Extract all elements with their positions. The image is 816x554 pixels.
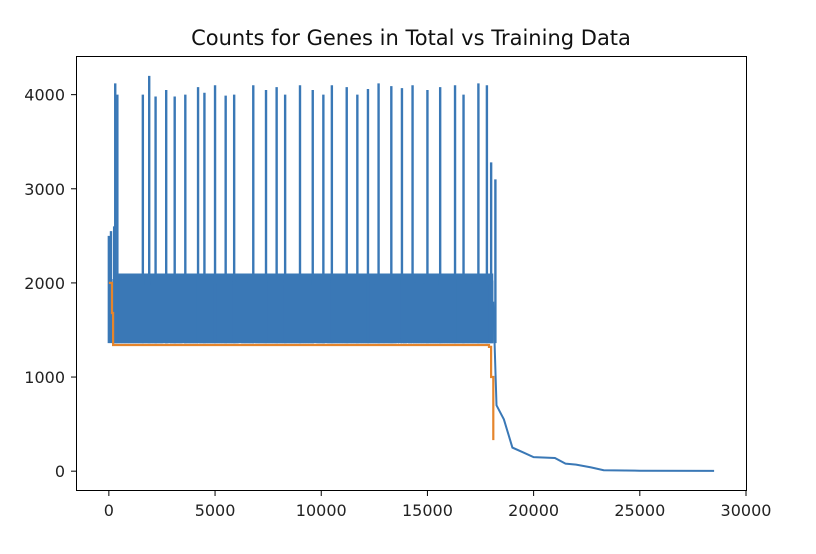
- series-1: [107, 75, 715, 472]
- y-tick-label: 2000: [24, 274, 65, 293]
- y-tick-label: 3000: [24, 180, 65, 199]
- y-tick-label: 4000: [24, 86, 65, 105]
- series-1-band-edge: [112, 273, 494, 344]
- x-tick-label: 5000: [195, 501, 236, 520]
- y-tick-label: 0: [55, 462, 65, 481]
- x-tick-label: 15000: [402, 501, 453, 520]
- y-axis: 0 1000 2000 3000 4000: [24, 86, 77, 481]
- series-2-line: [108, 281, 495, 441]
- x-tick-label: 10000: [296, 501, 347, 520]
- x-tick-label: 0: [104, 501, 114, 520]
- y-tick-label: 1000: [24, 368, 65, 387]
- series-1-tail: [492, 301, 715, 472]
- x-tick-label: 25000: [614, 501, 665, 520]
- plot-area: [107, 75, 715, 472]
- plot-frame: [76, 56, 747, 491]
- chart-title: Counts for Genes in Total vs Training Da…: [191, 26, 631, 50]
- x-axis: 0 5000 10000 15000 20000 25000 30000: [104, 490, 772, 520]
- x-tick-label: 30000: [721, 501, 772, 520]
- x-tick-label: 20000: [508, 501, 559, 520]
